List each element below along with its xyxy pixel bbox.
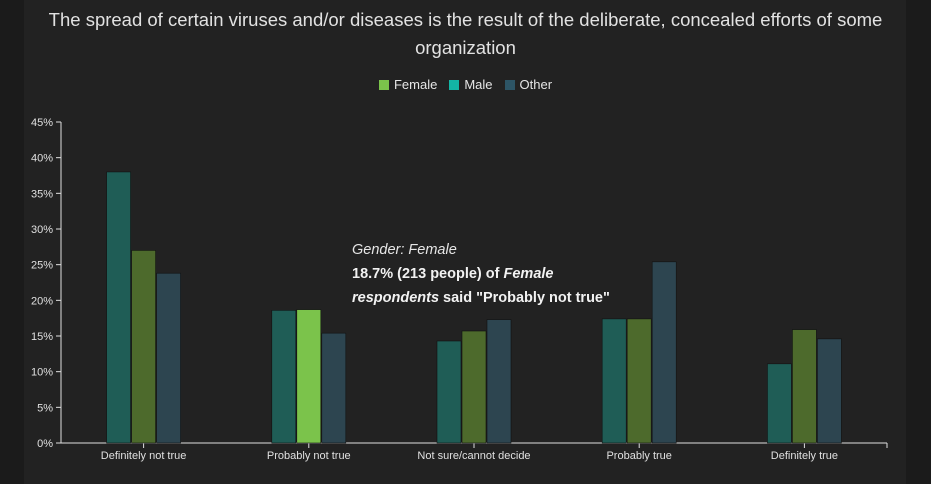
bar-female — [131, 250, 156, 444]
bar-male — [106, 171, 131, 444]
chart-title: The spread of certain viruses and/or dis… — [48, 9, 883, 58]
bar-male — [271, 310, 297, 444]
tooltip-group-respondents: respondents — [352, 290, 440, 306]
tooltip-said: said "Probably not true" — [443, 290, 610, 306]
chart-tooltip: Gender: Female 18.7% (213 people) of Fem… — [352, 238, 642, 310]
bar-other — [651, 261, 677, 444]
tooltip-body: 18.7% (213 people) of Female respondents … — [352, 262, 642, 310]
bar-female — [461, 330, 487, 444]
bar-other — [156, 272, 181, 444]
y-tick-label: 35% — [31, 188, 53, 200]
y-tick-label: 10% — [31, 367, 53, 379]
x-tick-label: Not sure/cannot decide — [417, 450, 530, 462]
bar-male — [601, 318, 627, 444]
legend-item-other[interactable]: Other — [504, 77, 553, 92]
tooltip-value: 18.7% (213 people) — [352, 266, 482, 282]
bar-female — [792, 329, 817, 444]
bar-male — [767, 363, 792, 444]
bar-other — [486, 319, 512, 444]
legend-swatch-male — [449, 79, 460, 90]
y-tick-label: 0% — [37, 438, 53, 450]
tooltip-group: Female — [503, 266, 554, 282]
x-tick-label: Definitely true — [771, 450, 838, 462]
bar-other — [321, 332, 347, 444]
tooltip-header: Gender: Female — [352, 242, 457, 258]
y-tick-label: 45% — [31, 117, 53, 129]
legend-swatch-female — [378, 79, 389, 90]
y-tick-label: 15% — [31, 331, 53, 343]
y-tick-label: 20% — [31, 295, 53, 307]
legend-swatch-other — [504, 79, 515, 90]
bar-female — [626, 318, 652, 444]
legend-label-female: Female — [393, 77, 438, 92]
bar-female — [296, 309, 322, 444]
y-tick-label: 40% — [31, 153, 53, 165]
legend-label-other: Other — [519, 77, 553, 92]
chart-legend: Female Male Other — [0, 77, 931, 92]
bar-other — [817, 338, 842, 444]
tooltip-of: of — [485, 266, 500, 282]
x-tick-label: Definitely not true — [101, 450, 187, 462]
y-tick-label: 30% — [31, 224, 53, 236]
y-tick-label: 25% — [31, 260, 53, 272]
x-tick-label: Probably true — [606, 450, 671, 462]
legend-item-female[interactable]: Female — [378, 77, 438, 92]
x-tick-label: Probably not true — [267, 450, 351, 462]
legend-item-male[interactable]: Male — [449, 77, 493, 92]
bar-male — [436, 340, 462, 444]
legend-label-male: Male — [464, 77, 493, 92]
y-tick-label: 5% — [37, 402, 53, 414]
